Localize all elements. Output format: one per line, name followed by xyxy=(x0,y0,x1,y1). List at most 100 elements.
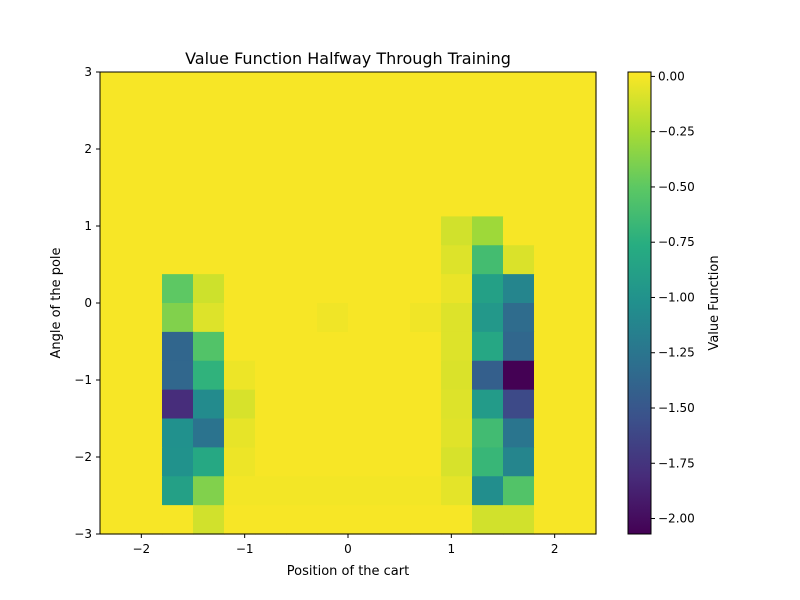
heatmap-cell xyxy=(224,476,256,506)
heatmap-cell xyxy=(472,100,504,131)
heatmap-cell xyxy=(255,158,287,189)
heatmap-cell xyxy=(565,418,597,448)
heatmap-cell xyxy=(503,274,535,304)
x-axis: −2 −1 0 1 2 xyxy=(132,534,558,556)
heatmap-cell xyxy=(565,447,597,477)
heatmap-cell xyxy=(503,447,535,477)
heatmap-cell xyxy=(565,303,597,333)
heatmap-cell xyxy=(286,129,318,160)
heatmap-cell xyxy=(410,100,442,131)
heatmap-cell xyxy=(255,72,287,102)
heatmap-cell xyxy=(100,418,132,448)
heatmap-cell xyxy=(410,447,442,477)
heatmap-cell xyxy=(410,389,442,420)
heatmap-cell xyxy=(379,331,411,362)
heatmap-cell xyxy=(286,100,318,131)
heatmap-cell xyxy=(100,72,132,102)
heatmap-cell xyxy=(193,72,225,102)
heatmap-cell xyxy=(131,274,163,304)
y-tick-label: 1 xyxy=(84,219,92,233)
heatmap-cell xyxy=(348,331,380,362)
heatmap-cell xyxy=(565,100,597,131)
heatmap-cell xyxy=(286,158,318,189)
heatmap-cell xyxy=(410,129,442,160)
chart-title: Value Function Halfway Through Training xyxy=(185,49,511,68)
heatmap-cell xyxy=(503,187,535,217)
heatmap-cell xyxy=(441,418,473,448)
heatmap-cell xyxy=(410,158,442,189)
heatmap-cell xyxy=(100,245,132,275)
heatmap-cell xyxy=(379,100,411,131)
heatmap-cell xyxy=(224,447,256,477)
heatmap-cell xyxy=(162,476,194,506)
heatmap-cell xyxy=(162,72,194,102)
heatmap-cell xyxy=(379,129,411,160)
heatmap-cell xyxy=(100,389,132,420)
y-tick-label: −2 xyxy=(74,450,92,464)
heatmap-cell xyxy=(348,100,380,131)
heatmap-cell xyxy=(348,158,380,189)
heatmap-cell xyxy=(255,447,287,477)
heatmap-cell xyxy=(379,360,411,391)
heatmap-cell xyxy=(348,129,380,160)
heatmap-cell xyxy=(410,216,442,246)
heatmap-cell xyxy=(286,331,318,362)
heatmap-cell xyxy=(472,331,504,362)
heatmap-cell xyxy=(472,72,504,102)
heatmap-cell xyxy=(286,245,318,275)
heatmap-cell xyxy=(317,389,349,420)
heatmap-cell xyxy=(379,216,411,246)
heatmap-cell xyxy=(317,303,349,333)
x-tick-label: 2 xyxy=(551,542,559,556)
heatmap-cell xyxy=(441,129,473,160)
heatmap-cell xyxy=(410,245,442,275)
heatmap-cell xyxy=(286,389,318,420)
heatmap-cell xyxy=(224,100,256,131)
heatmap-cell xyxy=(441,72,473,102)
heatmap-cell xyxy=(472,447,504,477)
heatmap-cell xyxy=(317,216,349,246)
heatmap-cell xyxy=(441,303,473,333)
heatmap-cell xyxy=(100,447,132,477)
heatmap-cell xyxy=(348,274,380,304)
heatmap-cell xyxy=(503,476,535,506)
heatmap-cell xyxy=(441,331,473,362)
heatmap-cell xyxy=(379,476,411,506)
heatmap-cell xyxy=(441,505,473,535)
heatmap-cell xyxy=(534,303,566,333)
heatmap-cell xyxy=(472,476,504,506)
heatmap-cell xyxy=(503,158,535,189)
heatmap-cell xyxy=(100,129,132,160)
heatmap-cell xyxy=(193,187,225,217)
heatmap-cell xyxy=(286,447,318,477)
heatmap-cell xyxy=(379,158,411,189)
heatmap-cell xyxy=(441,245,473,275)
heatmap-cell xyxy=(534,418,566,448)
heatmap-cell xyxy=(162,360,194,391)
heatmap-cell xyxy=(286,418,318,448)
heatmap-cell xyxy=(379,274,411,304)
heatmap-cell xyxy=(255,389,287,420)
colorbar-tick-label: −0.50 xyxy=(658,180,695,194)
heatmap-cell xyxy=(534,158,566,189)
heatmap-cell xyxy=(224,418,256,448)
heatmap-cell xyxy=(100,360,132,391)
heatmap-cell xyxy=(534,216,566,246)
heatmap-cell xyxy=(224,216,256,246)
heatmap-cell xyxy=(472,303,504,333)
heatmap-cell xyxy=(286,505,318,535)
heatmap-cell xyxy=(503,389,535,420)
heatmap-cell xyxy=(162,418,194,448)
heatmap-cell xyxy=(224,274,256,304)
heatmap-cell xyxy=(565,389,597,420)
heatmap-cell xyxy=(317,129,349,160)
heatmap-cell xyxy=(410,360,442,391)
heatmap-cell xyxy=(317,418,349,448)
heatmap-cell xyxy=(131,389,163,420)
heatmap-cell xyxy=(193,303,225,333)
heatmap-cell xyxy=(100,216,132,246)
heatmap-cell xyxy=(472,216,504,246)
heatmap-cell xyxy=(193,129,225,160)
heatmap-cell xyxy=(131,505,163,535)
heatmap-cell xyxy=(565,158,597,189)
